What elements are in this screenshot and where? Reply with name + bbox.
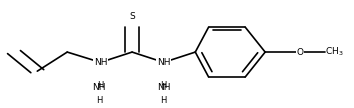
- Text: NH: NH: [157, 83, 170, 92]
- Text: H: H: [160, 81, 167, 90]
- Text: CH$_3$: CH$_3$: [325, 46, 344, 58]
- Text: H: H: [96, 96, 102, 105]
- Text: NH: NH: [94, 58, 107, 67]
- Text: H: H: [160, 96, 167, 105]
- Text: NH: NH: [92, 83, 105, 92]
- Text: NH: NH: [157, 58, 170, 67]
- Text: S: S: [129, 12, 135, 21]
- Text: H: H: [97, 81, 104, 90]
- Text: O: O: [297, 48, 304, 57]
